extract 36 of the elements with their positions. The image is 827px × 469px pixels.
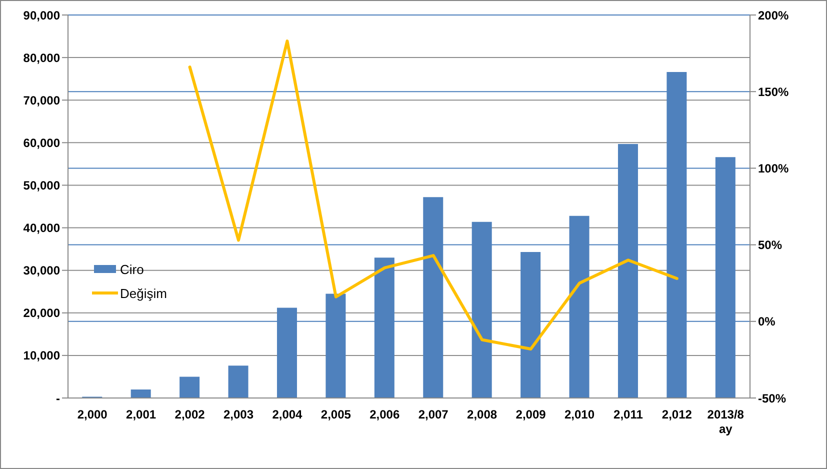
- x-tick-label: 2,006: [370, 408, 400, 422]
- y-tick-label: 80,000: [23, 50, 60, 65]
- x-tick-label: 2,011: [614, 408, 644, 422]
- y2-tick-label: 0%: [758, 314, 776, 329]
- y-tick-label: 30,000: [23, 264, 60, 278]
- y-tick-label: 70,000: [23, 93, 60, 108]
- y2-tick-label: 100%: [758, 161, 790, 176]
- y-tick-label: 20,000: [23, 306, 60, 320]
- x-tick-label: 2,002: [174, 408, 206, 422]
- legend-label: Ciro: [120, 262, 144, 276]
- bar: [130, 389, 151, 398]
- x-tick-label: 2,008: [467, 408, 498, 422]
- y-tick-label: -: [56, 391, 60, 406]
- y2-tick-label: 200%: [758, 8, 790, 22]
- x-tick-label: 2,003: [223, 408, 254, 422]
- x-tick-label: 2,005: [320, 408, 352, 422]
- y-tick-label: 90,000: [23, 8, 60, 22]
- y-tick-label: 40,000: [23, 221, 60, 236]
- y-tick-label: 60,000: [23, 136, 60, 150]
- x-tick-label: 2,012: [662, 408, 692, 422]
- x-tick-label: 2,000: [77, 408, 108, 422]
- y2-tick-label: 150%: [758, 84, 790, 99]
- y2-tick-label: -50%: [758, 391, 786, 406]
- y-tick-label: 50,000: [23, 178, 60, 192]
- x-tick-label: 2,001: [126, 408, 156, 422]
- y-tick-label: 10,000: [23, 348, 60, 363]
- line-series: [188, 40, 678, 350]
- x-tick-label: 2,009: [516, 408, 546, 422]
- bar: [228, 366, 248, 398]
- x-tick-label: 2,004: [272, 408, 303, 422]
- x-tick-label: 2,010: [564, 408, 595, 422]
- x-tick-label: 2,007: [418, 408, 449, 422]
- legend-label: Değişim: [120, 286, 167, 300]
- bar: [180, 376, 200, 398]
- x-tick-label: 2013/8 ay: [707, 408, 744, 436]
- y2-tick-label: 50%: [758, 238, 782, 252]
